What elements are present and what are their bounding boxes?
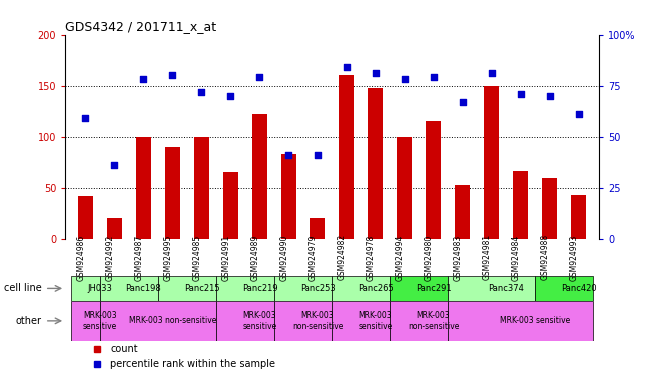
Text: MRK-003 sensitive: MRK-003 sensitive: [500, 316, 570, 325]
Bar: [426, 121, 441, 239]
Text: Panc215: Panc215: [184, 284, 219, 293]
Bar: [71, 276, 100, 301]
Point: [574, 111, 584, 117]
Bar: [535, 276, 593, 301]
Bar: [484, 86, 499, 239]
Bar: [274, 276, 332, 301]
Text: Panc265: Panc265: [357, 284, 393, 293]
Text: MRK-003
non-sensitive: MRK-003 non-sensitive: [408, 311, 459, 331]
Text: GSM924993: GSM924993: [570, 234, 579, 281]
Bar: [223, 172, 238, 239]
Text: JH033: JH033: [87, 284, 113, 293]
Text: Panc198: Panc198: [126, 284, 161, 293]
Bar: [542, 177, 557, 239]
Bar: [514, 171, 528, 239]
Point: [255, 74, 265, 81]
Text: GSM924992: GSM924992: [105, 234, 115, 281]
Text: GSM924989: GSM924989: [251, 234, 260, 281]
Text: GSM924995: GSM924995: [163, 234, 173, 281]
Point: [544, 93, 555, 99]
Point: [370, 70, 381, 76]
Point: [167, 72, 178, 78]
Bar: [390, 301, 448, 341]
Bar: [100, 276, 158, 301]
Text: Panc219: Panc219: [242, 284, 277, 293]
Text: GSM924980: GSM924980: [424, 234, 434, 281]
Point: [428, 74, 439, 81]
Text: GSM924986: GSM924986: [76, 234, 85, 281]
Text: other: other: [16, 316, 42, 326]
Bar: [390, 276, 448, 301]
Text: GSM924984: GSM924984: [512, 234, 521, 281]
Point: [138, 76, 148, 83]
Bar: [252, 114, 267, 239]
Bar: [572, 195, 586, 239]
Point: [312, 152, 323, 158]
Bar: [397, 137, 412, 239]
Text: count: count: [111, 344, 138, 354]
Text: Panc253: Panc253: [299, 284, 335, 293]
Bar: [78, 196, 92, 239]
Bar: [194, 137, 209, 239]
Bar: [311, 218, 325, 239]
Text: GSM924985: GSM924985: [193, 234, 201, 281]
Text: GSM924994: GSM924994: [396, 234, 404, 281]
Bar: [158, 276, 216, 301]
Text: percentile rank within the sample: percentile rank within the sample: [111, 359, 275, 369]
Point: [486, 70, 497, 76]
Point: [516, 91, 526, 97]
Text: GSM924990: GSM924990: [279, 234, 288, 281]
Point: [80, 115, 90, 121]
Text: Panc420: Panc420: [561, 284, 596, 293]
Bar: [332, 301, 390, 341]
Bar: [332, 276, 390, 301]
Text: MRK-003
non-sensitive: MRK-003 non-sensitive: [292, 311, 343, 331]
Bar: [339, 75, 353, 239]
Point: [109, 162, 120, 168]
Point: [399, 76, 409, 83]
Text: MRK-003 non-sensitive: MRK-003 non-sensitive: [129, 316, 216, 325]
Point: [225, 93, 236, 99]
Text: Panc374: Panc374: [488, 284, 524, 293]
Bar: [100, 301, 216, 341]
Bar: [71, 301, 100, 341]
Bar: [216, 301, 274, 341]
Text: MRK-003
sensitive: MRK-003 sensitive: [242, 311, 277, 331]
Text: GSM924981: GSM924981: [482, 234, 492, 280]
Point: [458, 99, 468, 105]
Point: [341, 64, 352, 70]
Point: [196, 89, 206, 95]
Bar: [274, 301, 332, 341]
Bar: [368, 88, 383, 239]
Bar: [107, 218, 122, 239]
Text: GSM924978: GSM924978: [367, 234, 376, 281]
Bar: [448, 276, 535, 301]
Text: GSM924982: GSM924982: [337, 234, 346, 280]
Point: [283, 152, 294, 158]
Text: MRK-003
sensitive: MRK-003 sensitive: [83, 311, 117, 331]
Bar: [136, 137, 150, 239]
Text: GDS4342 / 201711_x_at: GDS4342 / 201711_x_at: [65, 20, 216, 33]
Text: MRK-003
sensitive: MRK-003 sensitive: [359, 311, 393, 331]
Bar: [448, 301, 593, 341]
Text: cell line: cell line: [4, 283, 42, 293]
Bar: [281, 154, 296, 239]
Text: GSM924987: GSM924987: [135, 234, 143, 281]
Bar: [165, 147, 180, 239]
Bar: [455, 185, 470, 239]
Bar: [216, 276, 274, 301]
Text: Panc291: Panc291: [416, 284, 451, 293]
Text: GSM924991: GSM924991: [221, 234, 230, 281]
Text: GSM924983: GSM924983: [454, 234, 463, 281]
Text: GSM924979: GSM924979: [309, 234, 318, 281]
Text: GSM924988: GSM924988: [540, 234, 549, 280]
